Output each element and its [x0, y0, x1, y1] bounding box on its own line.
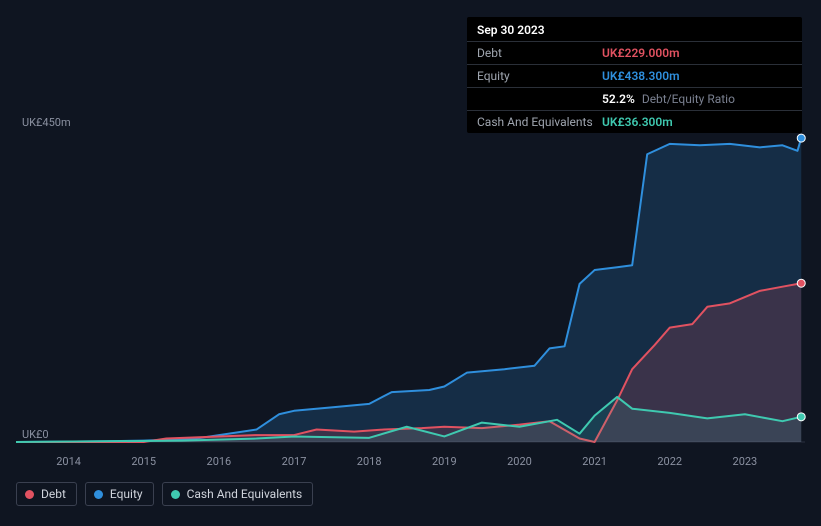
tooltip-row-value: 52.2% Debt/Equity Ratio — [602, 92, 735, 106]
tooltip-row-value: UK£438.300m — [602, 69, 680, 83]
tooltip-row-label — [477, 92, 602, 106]
tooltip-row-label: Cash And Equivalents — [477, 115, 602, 129]
x-axis-label: 2022 — [657, 455, 682, 468]
legend-item-equity[interactable]: Equity — [85, 482, 154, 506]
tooltip-row-ratio: 52.2% Debt/Equity Ratio — [467, 87, 802, 110]
tooltip-row-value: UK£229.000m — [602, 46, 680, 60]
x-axis-label: 2015 — [131, 455, 156, 468]
tooltip-row-sub: Debt/Equity Ratio — [639, 92, 735, 106]
x-axis-label: 2017 — [282, 455, 307, 468]
debt-end-marker — [797, 279, 805, 287]
x-axis-label: 2020 — [507, 455, 532, 468]
y-axis-label: UK£0 — [22, 428, 49, 441]
legend-label: Equity — [110, 487, 143, 501]
x-axis-label: 2021 — [582, 455, 607, 468]
x-axis-label: 2018 — [357, 455, 382, 468]
chart-tooltip: Sep 30 2023 DebtUK£229.000mEquityUK£438.… — [467, 17, 802, 133]
legend-label: Debt — [41, 487, 66, 501]
chart-legend: Debt Equity Cash And Equivalents — [16, 482, 313, 506]
x-axis-label: 2014 — [56, 455, 81, 468]
x-axis-label: 2019 — [432, 455, 457, 468]
y-axis-label: UK£450m — [22, 116, 71, 129]
legend-swatch — [94, 490, 103, 499]
x-axis-label: 2023 — [733, 455, 758, 468]
tooltip-row-value: UK£36.300m — [602, 115, 673, 129]
equity-end-marker — [797, 134, 805, 142]
cash-end-marker — [797, 413, 805, 421]
debt-equity-cash-chart: { "canvas": { "width": 821, "height": 52… — [0, 0, 821, 526]
tooltip-row-debt: DebtUK£229.000m — [467, 41, 802, 64]
tooltip-row-equity: EquityUK£438.300m — [467, 64, 802, 87]
legend-label: Cash And Equivalents — [187, 487, 303, 501]
tooltip-row-cash: Cash And EquivalentsUK£36.300m — [467, 110, 802, 133]
legend-swatch — [25, 490, 34, 499]
tooltip-date: Sep 30 2023 — [467, 17, 802, 41]
legend-item-debt[interactable]: Debt — [16, 482, 77, 506]
x-axis-label: 2016 — [207, 455, 232, 468]
legend-swatch — [171, 490, 180, 499]
tooltip-row-label: Debt — [477, 46, 602, 60]
legend-item-cash[interactable]: Cash And Equivalents — [162, 482, 314, 506]
tooltip-row-label: Equity — [477, 69, 602, 83]
